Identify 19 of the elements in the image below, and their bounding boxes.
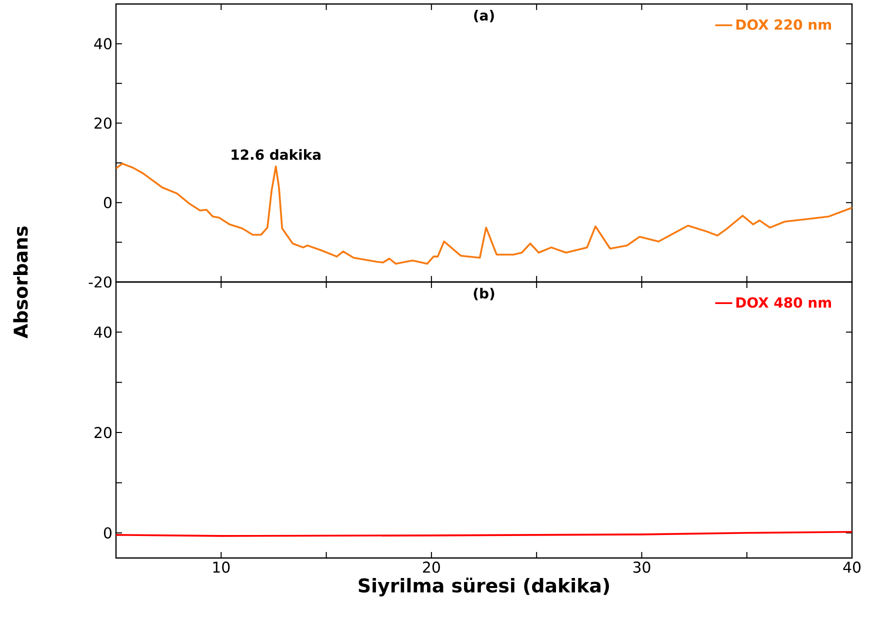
y-tick-label: 40	[94, 326, 112, 338]
y-tick-label: -20	[88, 276, 112, 288]
y-tick-label: 0	[104, 196, 112, 208]
annotation: 12.6 dakika	[232, 149, 320, 160]
legend-label: DOX 480 nm	[736, 297, 832, 308]
y-tick-label: 0	[104, 527, 112, 539]
y-tick-label: 20	[94, 426, 112, 438]
x-tick-label: 30	[633, 562, 650, 573]
y-tick-label: 40	[94, 38, 112, 50]
y-tick-label: 20	[94, 117, 112, 129]
x-axis-title: Siyrilma süresi (dakika)	[358, 578, 609, 596]
legend-label: DOX 220 nm	[736, 19, 832, 30]
chart-title: (b)	[474, 288, 494, 300]
x-tick-label: 20	[423, 562, 440, 573]
x-tick-label: 40	[843, 562, 861, 573]
line-series	[116, 162, 852, 265]
chart-title: (a)	[474, 10, 494, 22]
y-axis-title: Absorbans	[13, 226, 28, 338]
x-tick-label: 10	[213, 562, 230, 573]
